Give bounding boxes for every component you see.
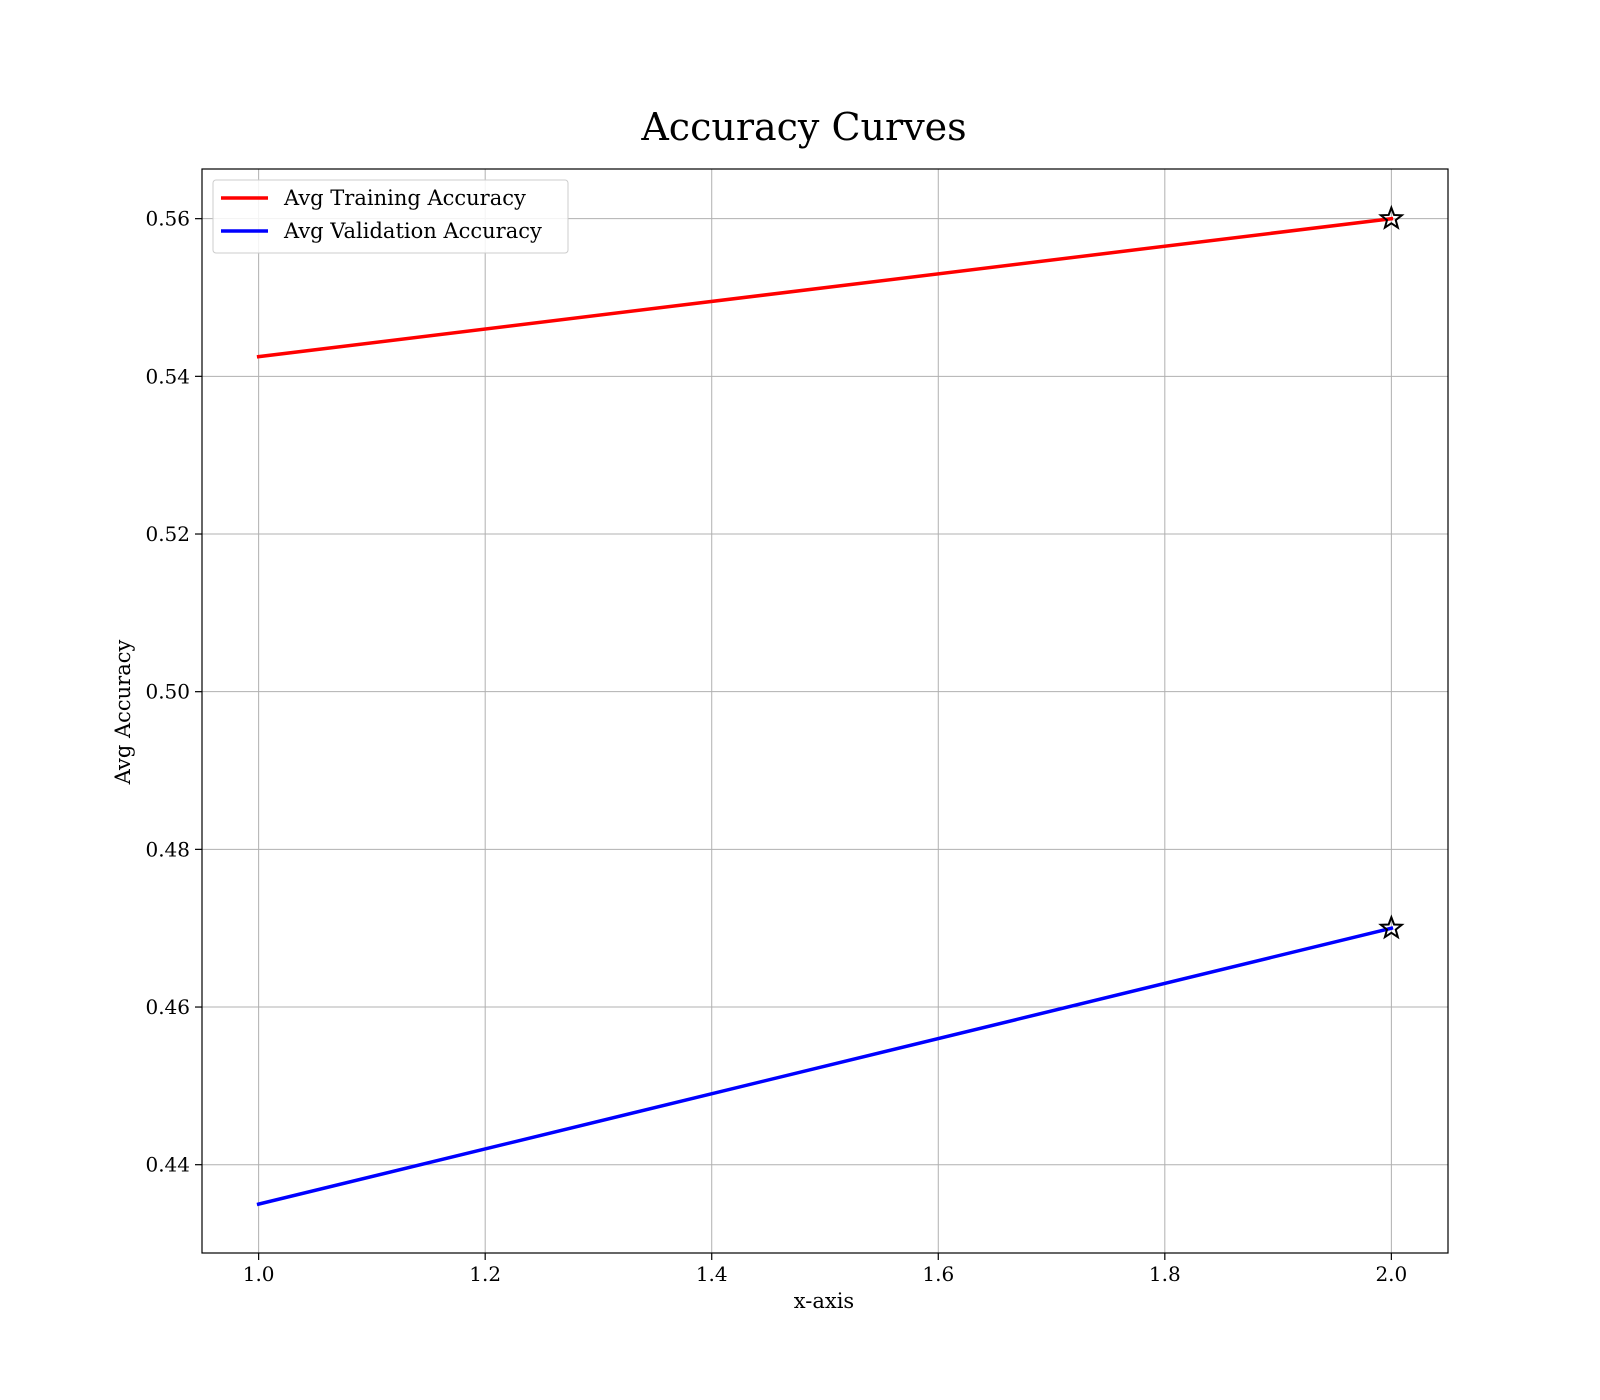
star-marker-best-training xyxy=(1378,204,1405,230)
x-tick-label: 1.8 xyxy=(1149,1262,1181,1286)
plot-area-frame xyxy=(201,168,1449,1254)
y-axis-label: Avg Accuracy xyxy=(111,640,135,786)
x-axis-ticks: 1.0 1.2 1.4 1.6 1.8 2.0 xyxy=(243,1253,1407,1286)
x-axis-label: x-axis xyxy=(794,1289,854,1313)
grid xyxy=(202,169,1448,1253)
y-tick-label: 0.54 xyxy=(145,364,190,388)
legend-label: Avg Training Accuracy xyxy=(283,186,526,210)
y-tick-label: 0.52 xyxy=(145,522,190,546)
y-axis-ticks: 0.44 0.46 0.48 0.50 0.52 0.54 0.56 xyxy=(145,207,202,1177)
x-tick-label: 1.2 xyxy=(469,1262,501,1286)
legend-label: Avg Validation Accuracy xyxy=(283,219,542,243)
legend-box xyxy=(212,179,569,254)
x-tick-label: 1.0 xyxy=(243,1262,275,1286)
y-tick-label: 0.50 xyxy=(145,680,190,704)
chart-title: Accuracy Curves xyxy=(640,105,966,149)
legend: Avg Training Accuracy Avg Validation Accu… xyxy=(212,179,569,254)
series-line-validation xyxy=(256,926,1394,1207)
x-tick-label: 2.0 xyxy=(1375,1262,1407,1286)
star-marker-best-validation xyxy=(1378,914,1405,940)
y-tick-label: 0.46 xyxy=(145,995,190,1019)
y-tick-label: 0.48 xyxy=(145,837,190,861)
series-line-training xyxy=(256,216,1394,359)
y-tick-label: 0.56 xyxy=(145,207,190,231)
series-lines xyxy=(256,216,1394,1207)
x-tick-label: 1.6 xyxy=(922,1262,954,1286)
y-tick-label: 0.44 xyxy=(145,1153,190,1177)
best-point-markers xyxy=(1378,204,1405,940)
x-tick-label: 1.4 xyxy=(696,1262,728,1286)
